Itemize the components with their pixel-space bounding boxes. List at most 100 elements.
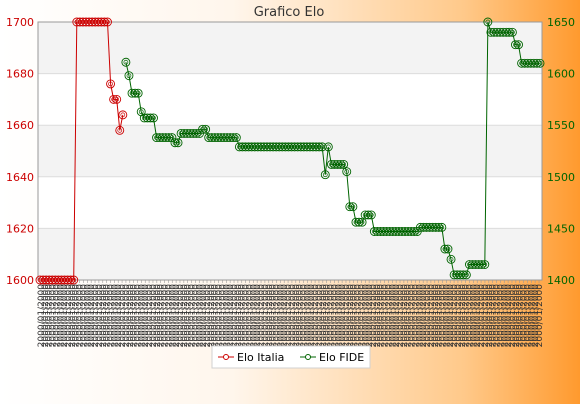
x-tick-label: 2000/01/2000 (346, 284, 356, 348)
data-point-inner-elo-fide (482, 262, 488, 267)
data-point-elo-fide (461, 270, 471, 280)
data-point-inner-elo-fide (123, 59, 129, 65)
data-point-inner-elo-fide (513, 42, 518, 48)
data-point-elo-fide (198, 124, 208, 134)
data-point-inner-elo-italia (111, 97, 116, 102)
x-tick-label: 2000/01/2000 (87, 284, 97, 348)
data-point-inner-elo-fide (151, 115, 156, 121)
y-right-tick-label: 1450 (547, 222, 575, 235)
plot-frame (37, 21, 543, 281)
data-point-elo-fide (124, 71, 134, 81)
data-point-inner-elo-fide (356, 219, 362, 225)
data-point-elo-fide (504, 27, 514, 37)
x-tick-label: 2000/01/2000 (396, 284, 406, 348)
x-tick-label: 2000/01/2000 (37, 284, 47, 348)
data-point-elo-italia (66, 275, 76, 285)
x-tick-label: 2000/01/2000 (226, 284, 236, 348)
x-tick-label: 2000/01/2000 (361, 284, 371, 348)
data-point-elo-fide (480, 260, 490, 269)
data-point-inner-elo-fide (126, 73, 132, 79)
data-point-elo-fide (483, 17, 493, 27)
data-point-elo-fide (149, 113, 158, 123)
data-point-elo-fide (507, 27, 517, 37)
data-point-inner-elo-fide (448, 257, 454, 262)
data-point-elo-fide (440, 244, 450, 254)
x-tick-label: 2000/01/2000 (527, 284, 537, 348)
plot-band (38, 22, 542, 74)
chart-title: Grafico Elo (254, 5, 325, 20)
y-left-tick-label: 1700 (6, 16, 34, 29)
x-tick-label: 2000/01/2000 (338, 284, 348, 348)
data-point-inner-elo-fide (350, 204, 356, 210)
data-point-elo-fide (320, 170, 330, 180)
x-tick-label: 2000/01/2000 (373, 284, 383, 348)
data-point-elo-fide (342, 167, 352, 177)
data-point-elo-fide (201, 124, 211, 134)
data-point-elo-italia (115, 125, 125, 135)
x-tick-label: 2000/01/2000 (523, 284, 533, 348)
x-tick-label: 2000/01/2000 (106, 284, 116, 348)
data-point-inner-elo-fide (148, 115, 153, 121)
data-point-elo-fide (121, 57, 131, 67)
y-right-tick-label: 1500 (547, 171, 575, 184)
x-tick-label: 2000/01/2000 (462, 284, 472, 348)
x-tick-label: 2000/01/2000 (157, 284, 167, 348)
x-tick-label: 2000/01/2000 (303, 284, 313, 348)
data-point-elo-fide (357, 217, 367, 227)
x-tick-label: 2000/01/2000 (450, 284, 460, 348)
data-point-inner-elo-fide (479, 262, 485, 267)
data-point-elo-fide (514, 40, 523, 50)
x-tick-label: 2000/01/2000 (253, 284, 263, 348)
x-tick-label: 2000/01/2000 (319, 284, 329, 348)
x-tick-label: 2000/01/2000 (415, 284, 425, 348)
x-tick-label: 2000/01/2000 (141, 284, 151, 348)
data-point-elo-fide (354, 217, 364, 227)
data-point-elo-fide (348, 202, 358, 212)
x-tick-label: 2000/01/2000 (114, 284, 124, 348)
legend-marker-elo-fide (305, 354, 311, 360)
data-point-inner-elo-fide (442, 246, 448, 252)
x-tick-label: 2000/01/2000 (427, 284, 437, 348)
x-tick-label: 2000/01/2000 (41, 284, 51, 348)
x-tick-label: 2000/01/2000 (442, 284, 452, 348)
y-right-tick-label: 1550 (547, 119, 575, 132)
data-point-inner-elo-fide (534, 60, 540, 66)
x-tick-label: 2000/01/2000 (49, 284, 59, 348)
x-tick-label: 2000/01/2000 (284, 284, 294, 348)
x-tick-label: 2000/01/2000 (354, 284, 364, 348)
data-point-inner-elo-fide (510, 29, 515, 35)
x-tick-label: 2000/01/2000 (83, 284, 93, 348)
x-tick-label: 2000/01/2000 (411, 284, 421, 348)
x-tick-label: 2000/01/2000 (68, 284, 78, 348)
x-tick-label: 2000/01/2000 (357, 284, 367, 348)
data-point-elo-fide (477, 260, 487, 269)
x-tick-label: 2000/01/2000 (431, 284, 441, 348)
x-tick-label: 2000/01/2000 (388, 284, 398, 348)
data-point-inner-elo-fide (445, 246, 451, 252)
x-tick-label: 2000/01/2000 (315, 284, 325, 348)
x-tick-label: 2000/01/2000 (203, 284, 213, 348)
series-elo-fide (121, 17, 545, 280)
data-point-elo-fide (323, 142, 333, 152)
data-point-elo-fide (535, 58, 545, 68)
x-tick-label: 2000/01/2000 (211, 284, 221, 348)
y-right-tick-label: 1400 (547, 274, 575, 287)
series-line-elo-fide (125, 21, 540, 276)
data-point-elo-fide (191, 129, 201, 138)
data-point-elo-fide (130, 88, 140, 98)
data-point-inner-elo-fide (359, 219, 365, 225)
data-point-elo-fide (363, 210, 373, 220)
x-tick-label: 2000/01/2000 (296, 284, 306, 348)
x-tick-label: 2000/01/2000 (489, 284, 499, 348)
legend-marker-elo-italia (223, 354, 229, 360)
data-point-inner-elo-fide (344, 169, 350, 174)
x-tick-label: 2000/01/2000 (257, 284, 267, 348)
x-tick-label: 2000/01/2000 (103, 284, 113, 348)
data-point-elo-fide (133, 88, 143, 98)
x-tick-label: 2000/01/2000 (52, 284, 62, 348)
x-tick-label: 2000/01/2000 (276, 284, 286, 348)
x-tick-label: 2000/01/2000 (323, 284, 333, 348)
x-tick-label: 2000/01/2000 (365, 284, 375, 348)
x-tick-label: 2000/01/2000 (280, 284, 290, 348)
data-point-elo-fide (434, 222, 444, 232)
